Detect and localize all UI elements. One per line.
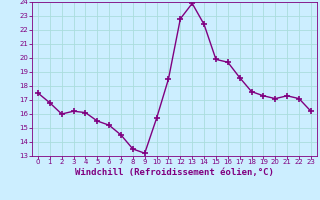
- X-axis label: Windchill (Refroidissement éolien,°C): Windchill (Refroidissement éolien,°C): [75, 168, 274, 177]
